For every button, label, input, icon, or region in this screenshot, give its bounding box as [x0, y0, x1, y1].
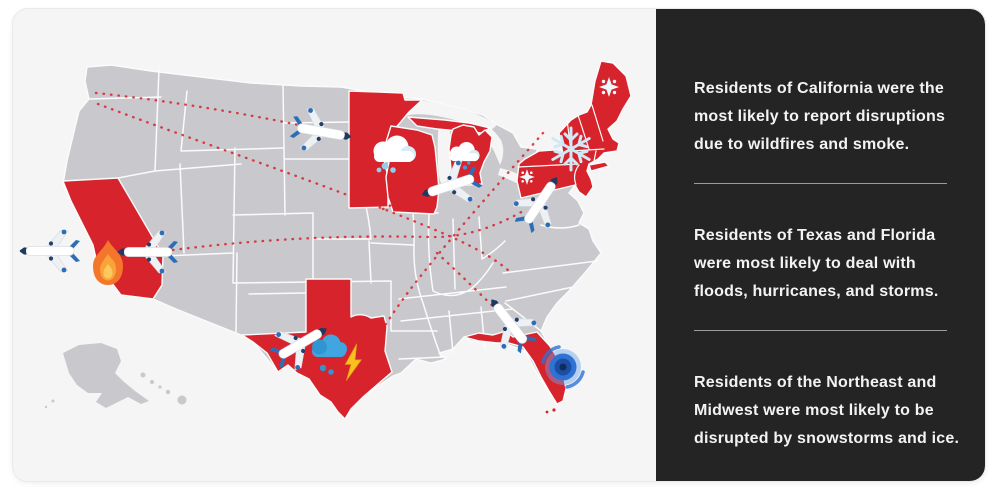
state-borders [88, 68, 598, 360]
stat-line: Residents of the Northeast and [694, 374, 937, 391]
stat-line: Midwest were most likely to be [694, 402, 934, 419]
stat-northeast-midwest: Residents of the Northeast and Midwest w… [694, 369, 965, 453]
snow-cloud-icon-minnesota [373, 135, 416, 173]
stat-line: were most likely to deal with [694, 255, 916, 272]
state-hawaii [140, 372, 187, 405]
region-northeast [516, 60, 632, 199]
side-panel: Residents of California were the most li… [656, 9, 985, 481]
stat-line: disrupted by snowstorms and ice. [694, 430, 960, 447]
stat-line: Residents of California were the [694, 80, 945, 97]
wildfire-icon [93, 240, 123, 285]
flight-routes [94, 91, 545, 343]
stat-texas-florida: Residents of Texas and Florida were most… [694, 222, 965, 306]
state-alaska [63, 343, 149, 408]
divider [694, 330, 947, 331]
long-island [588, 161, 610, 172]
stat-line: Residents of Texas and Florida [694, 227, 936, 244]
snow-cloud-icon-michigan [450, 142, 480, 170]
us-map [19, 60, 632, 420]
map-area [13, 9, 985, 481]
hurricane-icon [541, 345, 585, 389]
airplane-icon [19, 229, 81, 273]
stat-line: due to wildfires and smoke. [694, 136, 910, 153]
infographic-card: Residents of California were the most li… [12, 8, 986, 482]
storm-rain-lightning-icon [312, 334, 363, 381]
stat-california: Residents of California were the most li… [694, 75, 965, 159]
stat-line: floods, hurricanes, and storms. [694, 283, 939, 300]
stat-line: most likely to report disruptions [694, 108, 946, 125]
divider [694, 183, 947, 184]
